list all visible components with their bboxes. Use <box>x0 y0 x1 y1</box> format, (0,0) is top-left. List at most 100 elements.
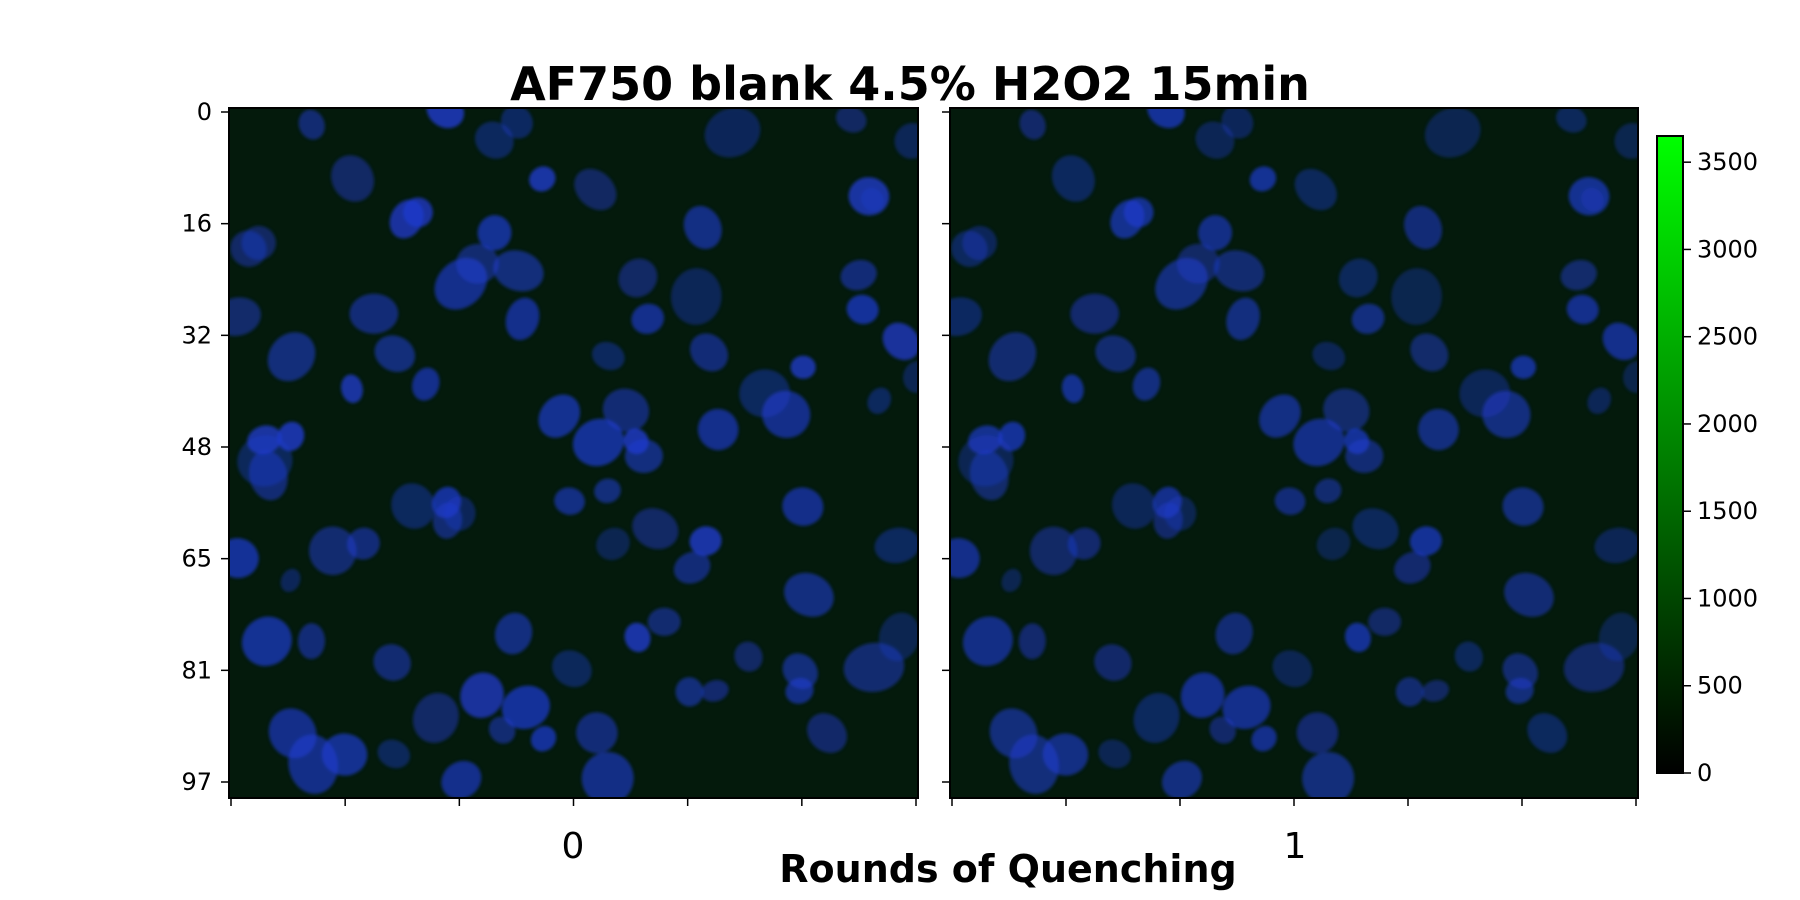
nucleus-texture <box>1019 109 1046 140</box>
nucleus-texture <box>835 108 867 133</box>
y-tick-label: 81 <box>181 656 212 684</box>
nucleus-texture <box>1510 355 1537 379</box>
nucleus-texture <box>1294 168 1337 211</box>
nucleus-texture <box>1162 760 1202 798</box>
nucleus-texture <box>1323 388 1370 432</box>
nucleus-texture <box>683 205 722 250</box>
y-axis: 0 16 32 48 65 81 97 <box>181 98 950 796</box>
nucleus-texture <box>493 250 544 292</box>
nucleus-texture <box>1111 483 1156 529</box>
nucleus-texture <box>572 418 624 467</box>
nucleus-texture <box>1560 259 1597 291</box>
nucleus-texture <box>989 708 1038 759</box>
nucleus-texture <box>1098 739 1131 769</box>
nucleus-texture <box>1180 672 1225 718</box>
nucleus-texture <box>574 168 617 211</box>
nucleus-texture <box>1110 199 1145 239</box>
nucleus-texture <box>591 341 625 371</box>
nucleus-texture <box>1018 623 1046 660</box>
nucleus-texture <box>596 527 630 561</box>
nucleus-texture <box>1029 526 1078 576</box>
nucleus-texture <box>1274 487 1306 515</box>
nucleus-texture <box>1502 653 1538 690</box>
nucleus-texture <box>874 527 918 564</box>
nucleus-texture <box>1527 713 1568 753</box>
nucleus-texture <box>1132 367 1161 401</box>
panel-1-background <box>950 108 1638 798</box>
nucleus-texture <box>1345 439 1384 474</box>
nucleus-texture <box>1312 341 1346 371</box>
nucleus-texture <box>391 483 436 529</box>
nucleus-texture <box>739 369 791 418</box>
nucleus-texture <box>373 644 411 681</box>
nucleus-texture <box>501 685 550 730</box>
nucleus-texture <box>950 538 980 579</box>
nucleus-texture <box>1302 751 1355 798</box>
nucleus-texture <box>1368 607 1402 636</box>
nucleus-texture <box>840 259 877 291</box>
nucleus-texture <box>1602 322 1638 361</box>
nucleus-texture <box>1505 677 1534 704</box>
image-panel-1 <box>949 107 1639 799</box>
panel-1-nuclei <box>950 108 1638 798</box>
colorbar-tick-label: 2000 <box>1697 410 1758 438</box>
nucleus-texture <box>1296 712 1339 754</box>
nucleus-texture <box>704 108 761 158</box>
colorbar-tick-label: 3500 <box>1697 148 1758 176</box>
image-panel-0 <box>228 107 919 799</box>
nucleus-texture <box>280 568 301 593</box>
nucleus-texture <box>552 650 592 688</box>
nucleus-texture <box>782 487 824 526</box>
nucleus-texture <box>602 388 650 432</box>
nucleus-texture <box>581 751 634 798</box>
nucleus-texture <box>377 739 411 769</box>
nucleus-texture <box>1424 108 1481 158</box>
nucleus-texture <box>331 155 375 202</box>
nucleus-texture <box>1594 527 1638 564</box>
nucleus-texture <box>494 612 533 655</box>
colorbar-tick-label: 500 <box>1697 672 1743 700</box>
colorbar-ticks: 0 500 1000 1500 2000 2500 3000 3500 <box>1683 148 1758 787</box>
panel-0-label: 0 <box>562 826 585 867</box>
nucleus-texture <box>1051 155 1095 202</box>
nucleus-texture <box>867 387 892 414</box>
nucleus-texture <box>1344 622 1371 653</box>
nucleus-texture <box>349 293 399 334</box>
nucleus-texture <box>576 712 618 754</box>
nucleus-texture <box>1454 641 1483 672</box>
colorbar-tick-label: 3000 <box>1697 235 1758 263</box>
nucleus-texture <box>389 199 424 239</box>
nucleus-texture <box>1095 335 1136 372</box>
nucleus-texture <box>1502 487 1544 526</box>
nucleus-texture <box>441 760 482 798</box>
colorbar-tick-label: 1500 <box>1697 497 1758 525</box>
nucleus-texture <box>1176 243 1220 284</box>
nucleus-texture <box>631 303 665 334</box>
nucleus-texture <box>790 355 816 379</box>
nucleus-texture <box>988 332 1037 382</box>
nucleus-texture <box>229 538 259 579</box>
nucleus-texture <box>1556 108 1587 133</box>
nucleus-texture <box>882 322 918 361</box>
nucleus-texture <box>1314 478 1342 504</box>
nucleus-texture <box>1215 612 1253 655</box>
nucleus-texture <box>734 641 763 672</box>
nucleus-texture <box>237 435 293 487</box>
nucleus-texture <box>500 108 533 139</box>
x-axis <box>230 798 1637 806</box>
nucleus-texture <box>701 680 729 702</box>
nucleus-texture <box>950 297 982 337</box>
nucleus-texture <box>1395 677 1424 707</box>
nucleus-texture <box>1459 369 1511 418</box>
nucleus-texture <box>958 435 1014 487</box>
nucleus-texture <box>594 478 621 504</box>
nucleus-texture <box>1504 572 1554 617</box>
nucleus-texture <box>1351 303 1385 334</box>
nucleus-texture <box>1566 294 1599 325</box>
nucleus-texture <box>1404 205 1443 250</box>
nucleus-texture <box>1272 650 1313 688</box>
nucleus-texture <box>1581 187 1604 212</box>
nucleus-texture <box>505 297 540 341</box>
nucleus-texture <box>782 653 818 689</box>
nucleus-texture <box>1352 508 1399 550</box>
